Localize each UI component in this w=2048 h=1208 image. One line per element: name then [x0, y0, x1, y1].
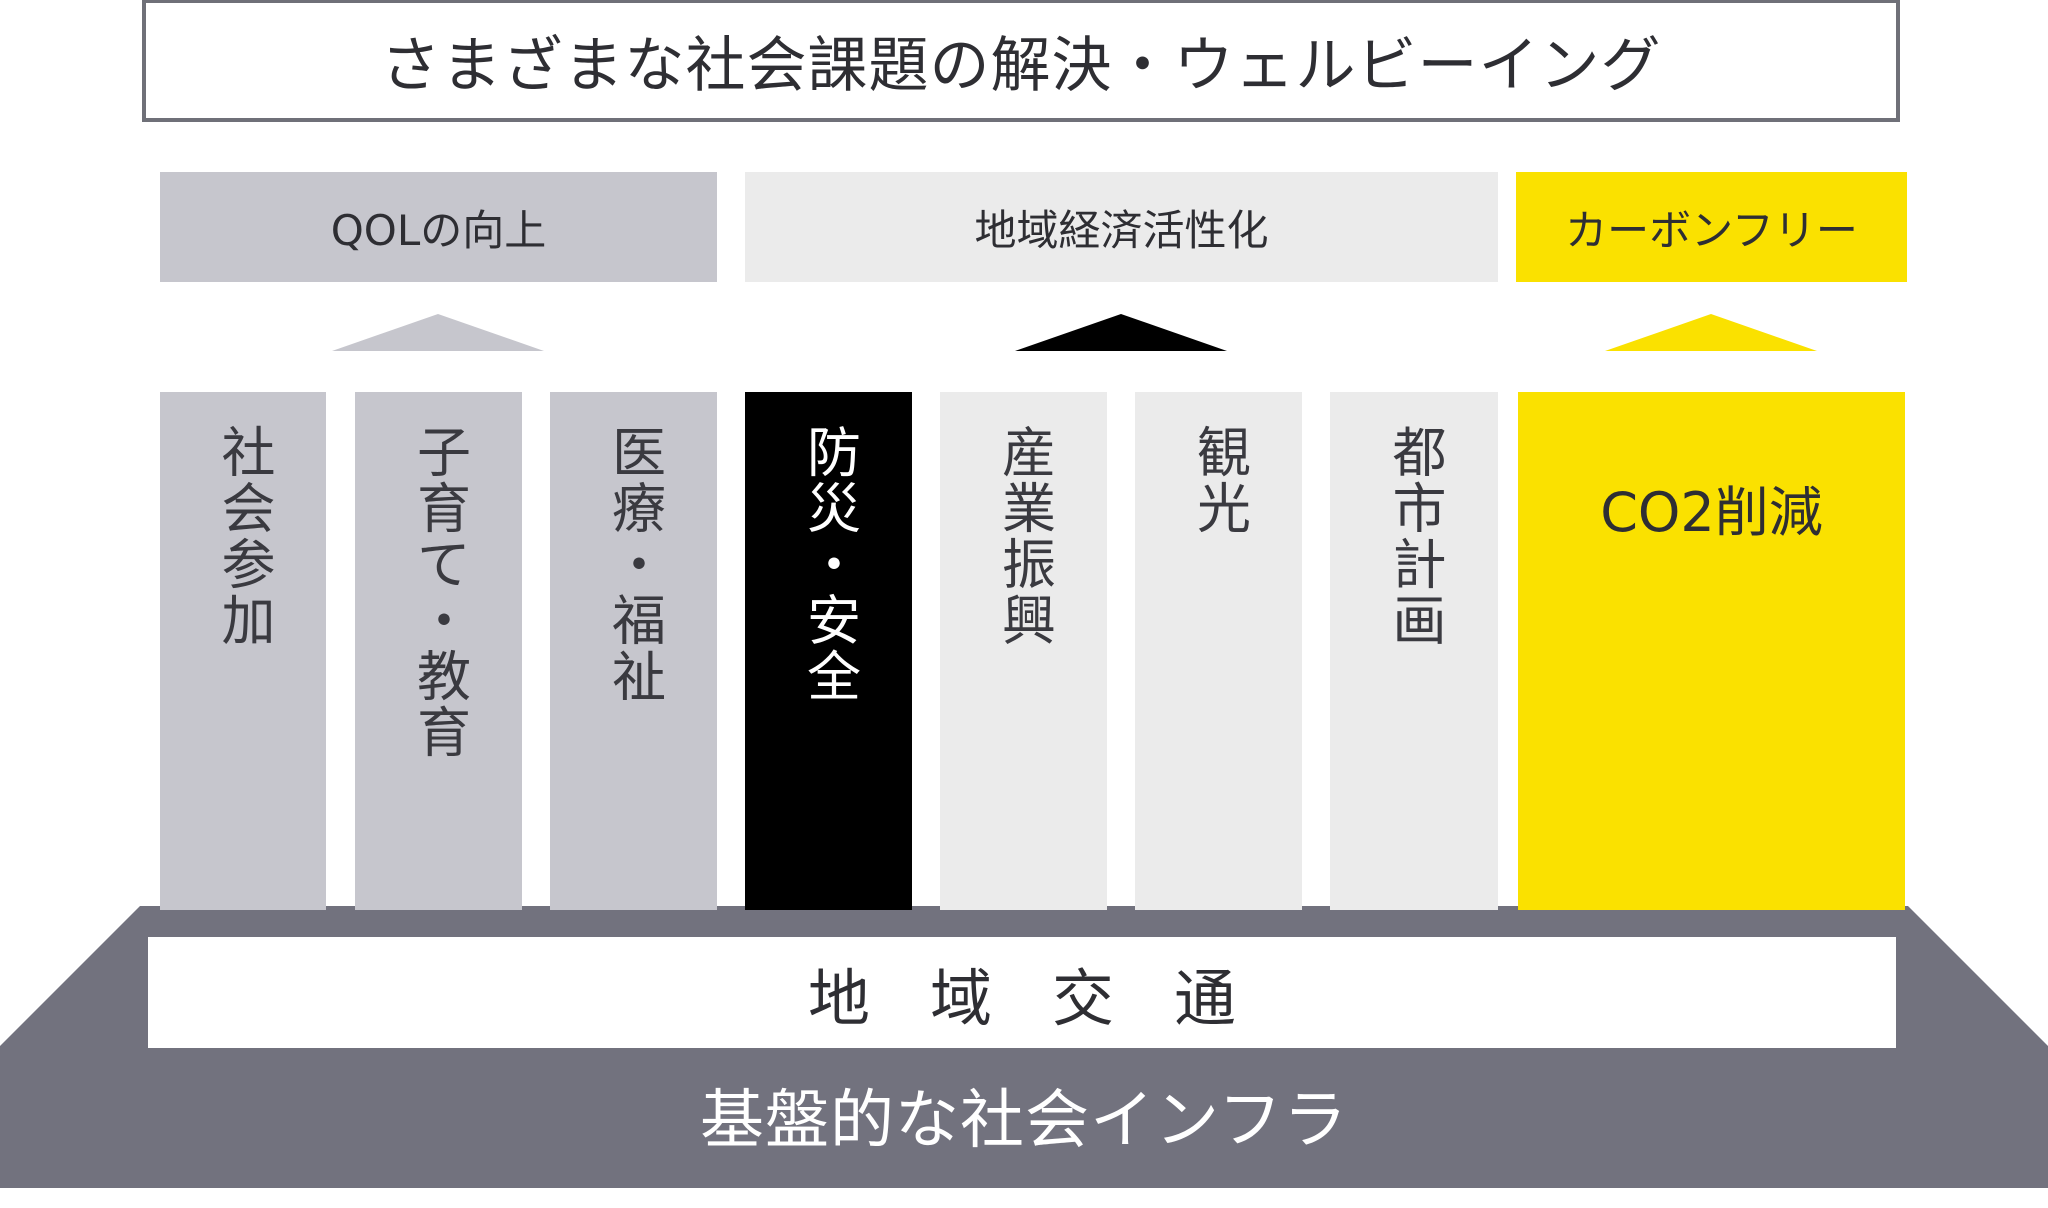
pillar-tourism: 観光 — [1135, 392, 1302, 910]
pillar-label: CO2削減 — [1600, 481, 1823, 544]
pillar-label: 子育て・教育 — [407, 424, 471, 760]
pillar-medical-welfare: 医療・福祉 — [550, 392, 717, 910]
up-arrow-gray-icon — [332, 314, 544, 351]
category-economy-label: 地域経済活性化 — [974, 205, 1269, 255]
up-arrow-yellow-icon — [1605, 314, 1817, 351]
pillar-social-participation: 社会参加 — [160, 392, 326, 910]
title-banner: さまざまな社会課題の解決・ウェルビーイング — [142, 0, 1900, 122]
pillar-childcare-education: 子育て・教育 — [355, 392, 522, 910]
pillar-label: 都市計画 — [1383, 424, 1446, 648]
pillar-industry: 産業振興 — [940, 392, 1107, 910]
infrastructure-label: 基盤的な社会インフラ — [699, 1084, 1349, 1158]
category-qol: QOLの向上 — [160, 172, 717, 282]
up-arrow-black-icon — [1015, 314, 1227, 351]
category-economy: 地域経済活性化 — [745, 172, 1498, 282]
regional-transport-bar: 地域交通 — [148, 937, 1896, 1048]
pillar-label: 産業振興 — [992, 424, 1056, 648]
pillar-label: 医療・福祉 — [602, 424, 666, 704]
pillar-co2-reduction: CO2削減 — [1518, 392, 1905, 910]
pillar-label: 防災・安全 — [797, 424, 861, 704]
regional-transport-label: 地域交通 — [807, 961, 1296, 1035]
category-carbon: カーボンフリー — [1516, 172, 1907, 282]
pillar-label: 社会参加 — [212, 424, 275, 648]
pillar-urban-planning: 都市計画 — [1330, 392, 1498, 910]
pillar-label: 観光 — [1187, 424, 1251, 536]
pillar-disaster-safety: 防災・安全 — [745, 392, 912, 910]
infrastructure-label-container: 基盤的な社会インフラ — [0, 1070, 2048, 1160]
category-qol-label: QOLの向上 — [330, 205, 547, 255]
category-carbon-label: カーボンフリー — [1565, 205, 1858, 255]
title-text: さまざまな社会課題の解決・ウェルビーイング — [380, 31, 1662, 101]
